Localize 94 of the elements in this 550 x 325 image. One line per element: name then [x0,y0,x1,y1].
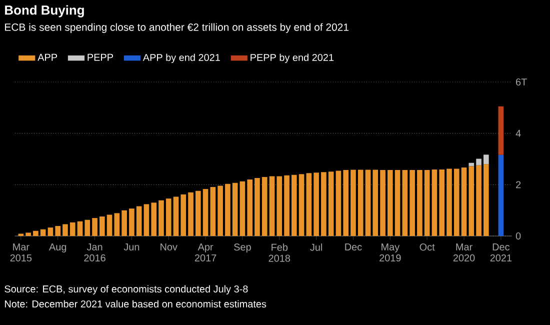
x-tick-label: Mar 2015 [10,244,32,262]
bar [55,226,60,236]
y-tick-label: 4 [516,130,521,137]
bar [476,158,482,166]
bar [144,204,150,236]
x-tick-label: Dec 2021 [490,244,512,262]
source-note: Source: ECB, survey of economists conducted July 3-8 [4,285,248,294]
bar [40,229,46,236]
x-tick-label: Oct [420,244,435,251]
bar [225,184,230,236]
legend-label: APP by end 2021 [142,54,220,63]
bar [417,170,422,236]
bar [195,190,201,236]
bar [439,170,445,236]
bar [358,170,364,236]
y-tick-label: 2 [516,181,521,188]
bar [77,221,83,236]
bar [336,170,342,236]
bar [394,170,400,236]
y-tick-label: 0 [516,232,521,240]
bar [284,175,290,236]
bar [498,106,504,155]
x-tick-label: Jun [124,244,140,250]
bar [454,168,460,236]
bar [365,170,371,236]
chart-title: Bond Buying [5,5,84,18]
bar [99,216,105,236]
bar [298,174,304,236]
bar [136,206,142,236]
x-tick-label: Jan 2016 [84,244,106,262]
bar [232,182,238,236]
bar [92,218,98,236]
bar [173,196,179,236]
bar [350,170,356,236]
bar [254,178,260,236]
bar [402,170,408,236]
bar [151,202,156,236]
x-tick-label: Apr 2017 [194,244,216,262]
bar [276,176,282,236]
bar [129,208,134,236]
bar [432,170,438,236]
bar [461,167,467,236]
text: Note: December 2021 value based on economist estimates [5,300,266,308]
legend-label: PEPP by end 2021 [250,54,334,63]
y-tick-label: 6T [516,78,527,86]
bar [70,222,76,236]
bar [372,170,378,236]
legend-label: APP [38,54,58,61]
bar [328,172,334,236]
bar [269,176,275,236]
bar [62,224,68,236]
bar [410,170,415,236]
x-tick-label: Feb 2018 [268,244,290,262]
bar [380,170,386,236]
bar [484,154,489,164]
bar [446,168,452,236]
x-tick-label: Mar 2020 [453,244,475,262]
bar [498,154,504,236]
x-tick-label: Sep [234,244,251,253]
bar [166,198,172,236]
bar [476,165,482,236]
bar [33,230,38,236]
bar [188,192,194,236]
bar [218,186,223,236]
bar [424,170,430,236]
bar [240,181,246,236]
legend-label: PEPP [88,54,113,61]
bar [262,176,268,236]
x-tick-label: Jul [310,244,322,251]
bar [343,170,349,236]
bar [26,232,31,236]
chart-subtitle: ECB is seen spending close to another €2 trillion on assets by end of 2021 [5,23,348,33]
bar [314,172,319,236]
bar [291,174,297,236]
bar [48,228,54,236]
x-tick-label: Nov [160,244,178,250]
bar [468,162,474,166]
bar [158,200,164,236]
bar [468,166,474,236]
bar [114,213,120,236]
bar [388,170,393,236]
bar [84,220,90,236]
bar [122,210,127,236]
bar [106,214,112,236]
bar [202,189,208,236]
x-tick-label: Dec [345,244,362,250]
bar [180,194,186,236]
bar [247,180,253,236]
bar [484,164,489,236]
bar [321,172,326,236]
bar [210,186,216,236]
bar [306,173,312,236]
x-tick-label: May 2019 [380,244,401,262]
x-tick-label: Aug [48,244,66,252]
